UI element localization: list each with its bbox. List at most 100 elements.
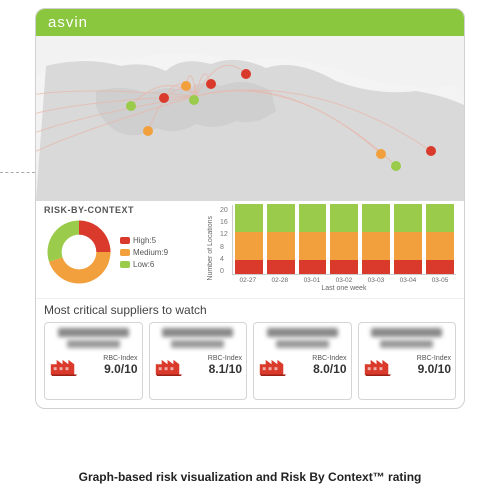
x-tick: 03-02 (330, 277, 358, 284)
y-tick: 12 (220, 231, 228, 238)
rbc-index-label: RBC-Index (208, 355, 242, 362)
brand-name: asvin (48, 14, 88, 31)
map-location-dot[interactable] (241, 69, 251, 79)
rbc-score: 8.1/10 (209, 362, 242, 376)
map-location-dot[interactable] (206, 79, 216, 89)
bar-segment-low (235, 204, 263, 232)
bar-segment-low (267, 204, 295, 232)
map-location-dot[interactable] (391, 161, 401, 171)
stacked-bar[interactable] (267, 204, 295, 274)
bar-segment-high (426, 260, 454, 274)
bar-segment-medium (299, 232, 327, 260)
bar-segment-high (267, 260, 295, 274)
map-location-dot[interactable] (126, 101, 136, 111)
stacked-bar[interactable] (426, 204, 454, 274)
supplier-bottom: RBC-Index9.0/10 (363, 354, 452, 376)
supplier-card[interactable]: RBC-Index9.0/10 (44, 322, 143, 400)
x-tick: 03-05 (426, 277, 454, 284)
bar-segment-low (394, 204, 422, 232)
stacked-bar[interactable] (394, 204, 422, 274)
dashboard-card: asvin RISK-BY-CONTEXT High:5 Medium:9 Low:… (35, 8, 465, 409)
supplier-name-redacted (371, 328, 442, 337)
bar-segment-high (394, 260, 422, 274)
bar-segment-medium (267, 232, 295, 260)
factory-icon (49, 354, 79, 376)
bar-segment-low (426, 204, 454, 232)
supplier-card[interactable]: RBC-Index8.0/10 (253, 322, 352, 400)
figure-caption: Graph-based risk visualization and Risk … (0, 470, 500, 484)
suppliers-section: Most critical suppliers to watch RBC-Ind… (36, 298, 464, 408)
rbc-index: RBC-Index8.0/10 (312, 355, 346, 376)
x-tick: 03-03 (362, 277, 390, 284)
supplier-cards: RBC-Index9.0/10 RBC-Index8.1/10 RBC-Inde… (44, 322, 456, 400)
stacked-bar[interactable] (299, 204, 327, 274)
supplier-sub-redacted (276, 340, 329, 348)
supplier-sub-redacted (171, 340, 224, 348)
bar-segment-high (235, 260, 263, 274)
legend-label: High:5 (133, 236, 156, 245)
map-location-dot[interactable] (376, 149, 386, 159)
legend-swatch (120, 261, 130, 268)
y-tick: 4 (220, 256, 228, 263)
legend-label: Medium:9 (133, 248, 168, 257)
bar-segment-high (330, 260, 358, 274)
connector-line (0, 172, 35, 173)
bar-chart-block: Number of Locations 201612840 02-2702-28… (207, 205, 456, 292)
supplier-bottom: RBC-Index8.1/10 (154, 354, 243, 376)
supplier-name-redacted (58, 328, 129, 337)
legend-label: Low:6 (133, 260, 154, 269)
supplier-name-redacted (162, 328, 233, 337)
bar-segment-high (362, 260, 390, 274)
map-location-dot[interactable] (181, 81, 191, 91)
bar-segment-medium (394, 232, 422, 260)
y-tick: 20 (220, 207, 228, 214)
bar-segment-medium (426, 232, 454, 260)
factory-icon (258, 354, 288, 376)
y-tick: 16 (220, 219, 228, 226)
y-tick: 0 (220, 268, 228, 275)
stacked-bar[interactable] (362, 204, 390, 274)
bar-segment-medium (362, 232, 390, 260)
supplier-card[interactable]: RBC-Index9.0/10 (358, 322, 457, 400)
bar-segment-medium (235, 232, 263, 260)
stacked-bars[interactable] (232, 205, 456, 275)
donut-chart[interactable] (44, 217, 114, 287)
legend-swatch (120, 249, 130, 256)
bar-segment-low (330, 204, 358, 232)
risk-map[interactable] (36, 36, 464, 201)
suppliers-title: Most critical suppliers to watch (44, 303, 456, 317)
stacked-bar[interactable] (235, 204, 263, 274)
rbc-index-label: RBC-Index (417, 355, 451, 362)
rbc-score: 8.0/10 (313, 362, 346, 376)
supplier-card[interactable]: RBC-Index8.1/10 (149, 322, 248, 400)
supplier-sub-redacted (380, 340, 433, 348)
legend-item: Medium:9 (120, 248, 168, 257)
rbc-index: RBC-Index8.1/10 (208, 355, 242, 376)
rbc-index: RBC-Index9.0/10 (103, 355, 137, 376)
map-location-dot[interactable] (189, 95, 199, 105)
supplier-name-redacted (267, 328, 338, 337)
legend-item: Low:6 (120, 260, 168, 269)
map-svg (36, 36, 464, 201)
x-axis-labels: 02-2702-2803-0103-0203-0303-0403-05 (232, 277, 456, 284)
bar-segment-medium (330, 232, 358, 260)
donut-segment[interactable] (48, 221, 80, 262)
legend-item: High:5 (120, 236, 168, 245)
legend-swatch (120, 237, 130, 244)
factory-icon (154, 354, 184, 376)
bar-segment-high (299, 260, 327, 274)
rbc-title: RISK-BY-CONTEXT (44, 205, 199, 215)
x-axis-title: Last one week (232, 285, 456, 292)
donut-block: RISK-BY-CONTEXT High:5 Medium:9 Low:6 (44, 205, 199, 287)
y-tick: 8 (220, 244, 228, 251)
y-axis-ticks: 20 16 12 8 4 0 (220, 205, 228, 275)
x-tick: 02-27 (234, 277, 262, 284)
risk-by-context-section: RISK-BY-CONTEXT High:5Medium:9Low:6 Numb… (36, 201, 464, 298)
factory-icon (363, 354, 393, 376)
rbc-score: 9.0/10 (418, 362, 451, 376)
stacked-bar[interactable] (330, 204, 358, 274)
map-location-dot[interactable] (426, 146, 436, 156)
map-location-dot[interactable] (143, 126, 153, 136)
donut-segment[interactable] (79, 221, 111, 253)
map-location-dot[interactable] (159, 93, 169, 103)
